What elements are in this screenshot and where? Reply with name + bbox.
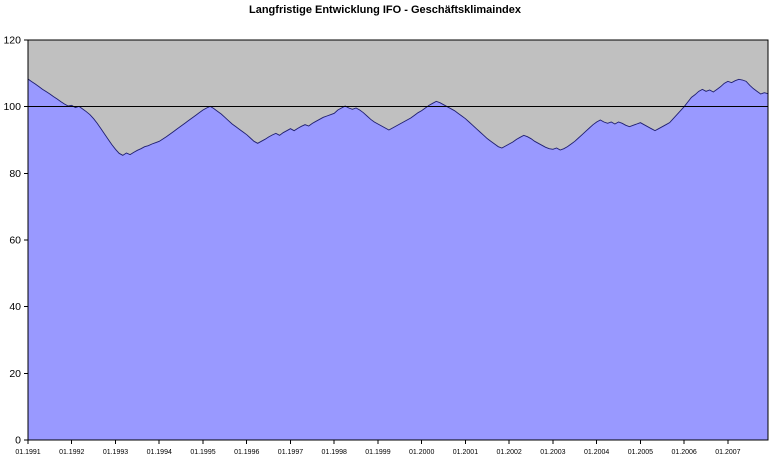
- area-series: [28, 79, 768, 440]
- y-axis-label: 60: [9, 235, 21, 247]
- x-axis-label: 01.1999: [365, 449, 390, 456]
- x-axis-label: 01.2004: [584, 449, 609, 456]
- x-axis-label: 01.1993: [103, 449, 128, 456]
- y-axis-label: 100: [3, 101, 21, 113]
- x-axis-label: 01.1996: [234, 449, 259, 456]
- x-axis-label: 01.2000: [409, 449, 434, 456]
- x-axis-label: 01.2005: [628, 449, 653, 456]
- y-axis-label: 120: [3, 35, 21, 47]
- x-axis-label: 01.1992: [59, 449, 84, 456]
- x-axis-label: 01.2003: [540, 449, 565, 456]
- x-axis-label: 01.2006: [672, 449, 697, 456]
- y-axis-label: 40: [9, 301, 21, 313]
- chart-title: Langfristige Entwicklung IFO - Geschäfts…: [249, 4, 521, 16]
- x-axis-label: 01.1998: [322, 449, 347, 456]
- x-axis-label: 01.1991: [15, 449, 40, 456]
- x-axis-label: 01.1997: [278, 449, 303, 456]
- x-axis-label: 01.1994: [147, 449, 172, 456]
- x-axis-label: 01.2001: [453, 449, 478, 456]
- x-axis-label: 01.2002: [497, 449, 522, 456]
- x-axis-label: 01.2007: [715, 449, 740, 456]
- area-series-edge: [27, 78, 769, 156]
- x-axis-label: 01.1995: [190, 449, 215, 456]
- y-axis-label: 20: [9, 368, 21, 380]
- y-axis-label: 80: [9, 168, 21, 180]
- y-axis-label: 0: [15, 435, 21, 447]
